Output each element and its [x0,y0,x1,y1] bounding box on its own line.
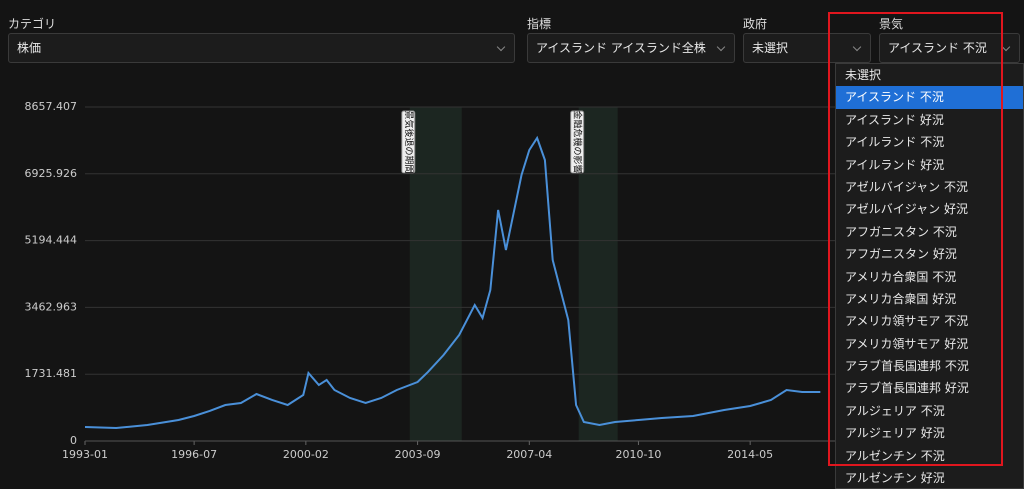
dropdown-option[interactable]: アイルランド 不況 [845,135,945,150]
select[interactable]: アイスランド 不況 [879,33,1020,63]
select[interactable]: アイスランド アイスランド全株 [527,33,735,63]
dropdown-option[interactable]: アメリカ合衆国 不況 [845,269,957,284]
filter-label: 政府 [743,17,768,31]
recession-band [578,107,618,441]
y-tick-label: 3462.963 [25,300,78,313]
filter-label: 指標 [527,17,552,31]
x-tick-label: 2003-09 [395,448,441,461]
filter-label: 景気 [879,17,904,31]
dropdown-option[interactable]: アラブ首長国連邦 不況 [845,359,969,374]
dropdown-option[interactable]: アラブ首長国連邦 好況 [845,381,969,396]
band-label-text: 金融危機の影響 [572,110,584,173]
dropdown-option[interactable]: アルゼンチン 好況 [845,471,945,486]
dropdown-option[interactable]: アメリカ領サモア 不況 [845,314,969,329]
dropdown-option[interactable]: アフガニスタン 不況 [845,224,957,239]
y-tick-label: 8657.407 [25,100,78,113]
dropdown-list: 未選択 アイスランド 不況 アイスランド 好況 アイルランド 不況 アイルランド 好況ア… [835,63,1024,489]
dropdown-option[interactable]: アメリカ領サモア 好況 [845,336,969,351]
x-tick-label: 2000-02 [283,448,329,461]
dropdown-option[interactable]: アイスランド 不況 [836,86,1023,109]
band-label-text: 景気後退の期間 [403,110,415,173]
x-tick-label: 2014-05 [727,448,773,461]
x-tick-label: 2010-10 [615,448,661,461]
filter-label: カテゴリ [8,17,57,31]
dropdown-option[interactable]: アイルランド 好況 [845,157,945,172]
dropdown-option[interactable]: アメリカ合衆国 好況 [845,291,957,306]
dropdown-option[interactable]: アゼルバイジャン 不況 [845,179,968,194]
dropdown-option[interactable]: 未選択 [845,68,882,82]
x-tick-label: 2007-04 [506,448,552,461]
y-tick-label: 5194.444 [25,234,78,247]
dropdown-option[interactable]: アルジェリア 好況 [845,426,945,441]
band-label: 景気後退の期間 [401,110,416,174]
y-tick-label: 6925.926 [25,167,78,180]
band-label: 金融危機の影響 [570,110,585,174]
x-tick-label: 1993-01 [62,448,108,461]
y-tick-label: 0 [70,434,77,447]
select[interactable]: 未選択 [743,33,871,63]
select[interactable]: 株価 [8,33,515,63]
dropdown-option[interactable]: アルゼンチン 不況 [845,448,945,463]
recession-band [409,107,462,441]
x-tick-label: 1996-07 [171,448,217,461]
line-series [84,135,821,430]
dropdown-option[interactable]: アフガニスタン 好況 [845,247,957,262]
dropdown-option[interactable]: アゼルバイジャン 好況 [845,202,968,217]
dropdown-option[interactable]: アルジェリア 不況 [845,403,945,418]
band-label-box [401,110,416,174]
band-label-box [570,110,585,174]
dropdown-option[interactable]: アイスランド 好況 [845,112,944,127]
y-tick-label: 1731.481 [25,367,78,380]
